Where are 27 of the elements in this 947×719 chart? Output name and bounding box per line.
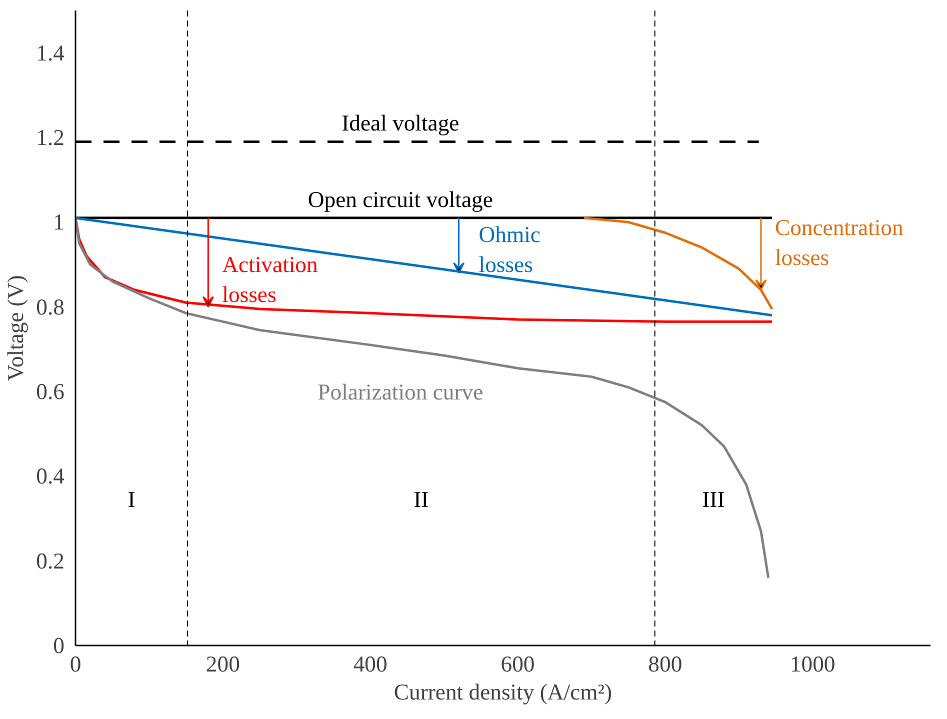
series-label: Open circuit voltage bbox=[308, 186, 493, 212]
x-tick-label: 800 bbox=[648, 652, 682, 676]
annotation: Ohmic losses bbox=[478, 222, 540, 277]
y-tick-label: 0 bbox=[53, 633, 64, 658]
x-tick-label: 600 bbox=[500, 652, 535, 676]
y-tick-label: 1.4 bbox=[36, 40, 65, 66]
y-tick-label: 0.2 bbox=[36, 548, 65, 574]
y-tick-label: 0.4 bbox=[36, 464, 65, 489]
y-tick-label: 1 bbox=[53, 210, 64, 235]
x-tick-label: 1000 bbox=[790, 652, 836, 676]
x-tick-label: 400 bbox=[353, 652, 388, 676]
annotation: I bbox=[128, 486, 136, 512]
x-tick-label: 200 bbox=[206, 652, 240, 676]
x-axis-title: Current density (A/cm²) bbox=[394, 680, 612, 704]
annotation: III bbox=[702, 486, 725, 512]
series-label: Ideal voltage bbox=[342, 110, 460, 136]
x-tick-label: 0 bbox=[70, 652, 82, 676]
series-label: Polarization curve bbox=[318, 379, 484, 404]
line-series bbox=[76, 216, 770, 580]
annotation: Activation losses bbox=[222, 252, 318, 307]
line-series bbox=[582, 216, 774, 310]
annotation: Concentration losses bbox=[774, 214, 904, 270]
y-axis-title: Voltage (V) bbox=[3, 275, 28, 381]
y-tick-label: 0.8 bbox=[36, 294, 65, 320]
y-tick-label: 0.6 bbox=[36, 379, 65, 404]
y-tick-label: 1.2 bbox=[36, 125, 65, 150]
annotation: II bbox=[414, 486, 429, 512]
